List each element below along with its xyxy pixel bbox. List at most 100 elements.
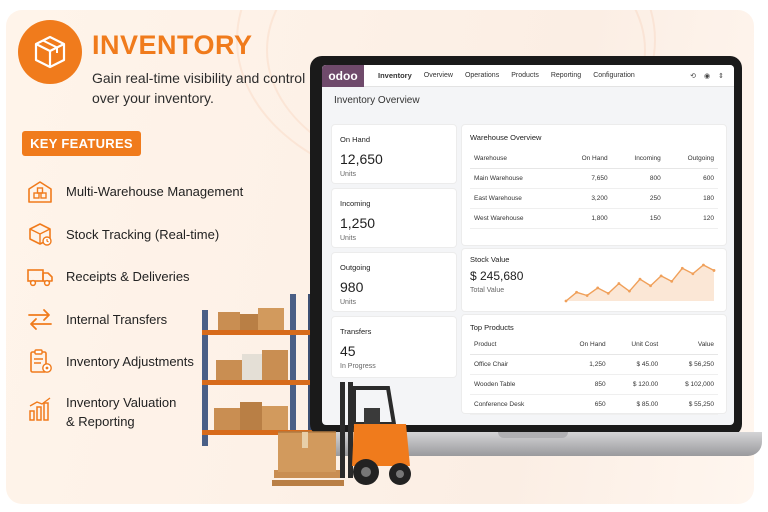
nav-configuration[interactable]: Configuration (593, 72, 635, 79)
key-features-badge: KEY FEATURES (22, 131, 141, 156)
forklift-illustration (272, 382, 411, 486)
nav-reporting[interactable]: Reporting (550, 72, 582, 79)
stock-value-label: Total Value (470, 287, 505, 294)
kpi-unit: Units (340, 171, 356, 178)
kpi-value: 45 (340, 343, 356, 359)
sparkline-point (638, 277, 642, 281)
nav-products[interactable]: Products (511, 72, 539, 79)
odoo-app-window: odoo Inventory Overview Operations Produ… (322, 65, 734, 425)
top-products-table: Product On Hand Unit Cost Value Office C… (470, 335, 718, 415)
kpi-label: On Hand (340, 135, 371, 144)
activity-icon[interactable]: ◉ (704, 72, 711, 80)
kpi-transfers[interactable]: Transfers 45 In Progress (332, 317, 456, 377)
table-row[interactable]: Conference Desk 650 $ 85.00 $ 55,250 (470, 394, 718, 415)
table-cell: 250 (611, 188, 665, 209)
sparkline-point (617, 282, 621, 285)
sparkline-point (606, 291, 610, 295)
warehouse-table: Warehouse On Hand Incoming Outgoing Main… (470, 149, 718, 229)
feature-internal-transfers: Internal Transfers (26, 305, 167, 333)
sparkline-point (691, 272, 695, 276)
bar-chart-icon (29, 397, 51, 421)
column-header[interactable]: Product (470, 335, 559, 355)
warehouse-overview-panel: Warehouse Overview Warehouse On Hand Inc… (462, 125, 726, 245)
kpi-incoming[interactable]: Incoming 1,250 Units (332, 189, 456, 247)
panel-title: Warehouse Overview (470, 133, 542, 142)
sparkline-point (585, 294, 589, 297)
column-header[interactable]: Outgoing (664, 149, 718, 169)
kpi-unit: Units (340, 235, 356, 242)
kpi-unit: In Progress (340, 363, 376, 370)
sparkline-point (628, 289, 631, 293)
kpi-label: Transfers (340, 327, 372, 336)
feature-label: Multi-Warehouse Management (66, 183, 244, 199)
transfer-arrows-icon (28, 309, 52, 330)
feature-label: Inventory Valuation & Reporting (66, 395, 177, 429)
truck-icon (27, 269, 53, 287)
table-cell: 120 (664, 208, 718, 229)
warehouse-icon (28, 181, 52, 203)
kpi-value: 1,250 (340, 215, 376, 231)
kpi-outgoing[interactable]: Outgoing 980 Units (332, 253, 456, 311)
table-cell: East Warehouse (470, 188, 559, 209)
table-row[interactable]: Office Chair 1,250 $ 45.00 $ 56,250 (470, 354, 718, 375)
odoo-logo[interactable]: odoo (322, 65, 364, 87)
feature-stock-tracking: Stock Tracking (Real-time) (26, 220, 219, 248)
nav-overview[interactable]: Overview (423, 72, 453, 79)
column-header[interactable]: Value (662, 335, 718, 355)
refresh-icon[interactable]: ⟲ (690, 72, 697, 80)
table-cell: 600 (664, 168, 718, 189)
table-cell: Conference Desk (470, 394, 559, 415)
table-cell: West Warehouse (470, 208, 559, 229)
table-cell: Office Chair (470, 354, 559, 375)
table-cell: $ 55,250 (662, 394, 718, 415)
feature-label: Receipts & Deliveries (66, 268, 190, 284)
table-cell: 180 (664, 188, 718, 209)
stock-value-amount: $ 245,680 (470, 269, 524, 283)
stock-value-panel: Stock Value $ 245,680 Total Value (462, 249, 726, 311)
kpi-label: Outgoing (340, 263, 371, 272)
table-cell: 850 (558, 374, 610, 395)
table-cell: 3,200 (558, 188, 612, 209)
switch-icon[interactable]: ⇕ (718, 72, 724, 80)
sparkline-area (566, 265, 714, 301)
sparkline-point (680, 266, 684, 270)
kpi-value: 980 (340, 279, 364, 295)
sparkline-point (564, 299, 568, 303)
stock-tracking-icon (29, 223, 52, 246)
column-header[interactable]: Unit Cost (609, 335, 663, 355)
panel-title: Top Products (470, 323, 514, 332)
page-subtitle: Gain real-time visibility and control ov… (92, 70, 306, 106)
sparkline-point (712, 269, 716, 272)
sparkline-point (596, 286, 600, 290)
column-header[interactable]: On Hand (558, 149, 612, 169)
column-header[interactable]: Warehouse (470, 149, 559, 169)
kpi-unit: Units (340, 299, 356, 306)
kpi-value: 12,650 (340, 151, 383, 167)
table-cell: 1,250 (558, 354, 610, 375)
sparkline-point (575, 290, 578, 294)
panel-title: Stock Value (470, 255, 510, 264)
table-cell: 800 (611, 168, 665, 189)
feature-label: Inventory Adjustments (66, 353, 194, 369)
stock-value-sparkline (564, 263, 716, 303)
table-row[interactable]: East Warehouse 3,200 250 180 (470, 188, 718, 209)
table-cell: $ 102,000 (662, 374, 718, 395)
top-navbar: odoo Inventory Overview Operations Produ… (322, 65, 734, 87)
nav-inventory[interactable]: Inventory (378, 71, 412, 80)
kpi-on-hand[interactable]: On Hand 12,650 Units (332, 125, 456, 183)
column-header[interactable]: On Hand (558, 335, 610, 355)
table-row[interactable]: Wooden Table 850 $ 120.00 $ 102,000 (470, 374, 718, 395)
table-row[interactable]: Main Warehouse 7,650 800 600 (470, 168, 718, 189)
table-cell: $ 56,250 (662, 354, 718, 375)
column-header[interactable]: Incoming (611, 149, 665, 169)
kpi-label: Incoming (340, 199, 371, 208)
feature-inventory-valuation: Inventory Valuation & Reporting (26, 393, 186, 431)
table-cell: 1,800 (558, 208, 612, 229)
table-cell: $ 45.00 (609, 354, 663, 375)
table-cell: $ 120.00 (609, 374, 663, 395)
table-cell: Wooden Table (470, 374, 559, 395)
table-row[interactable]: West Warehouse 1,800 150 120 (470, 208, 718, 229)
nav-operations[interactable]: Operations (464, 72, 500, 79)
table-cell: Main Warehouse (470, 168, 559, 189)
table-cell: 650 (558, 394, 610, 415)
